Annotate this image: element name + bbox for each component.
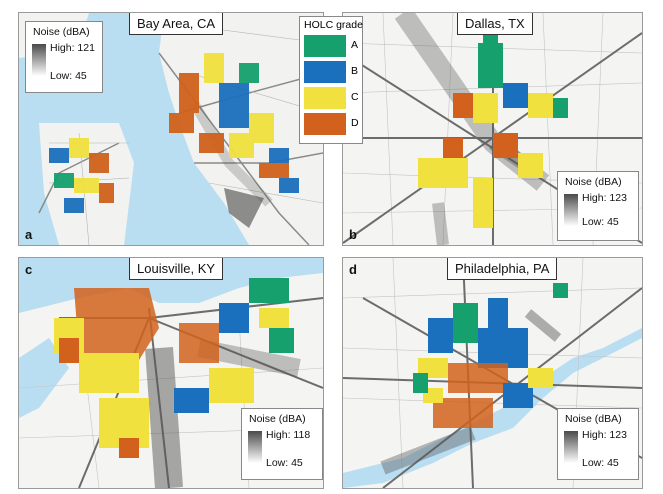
noise-low-label: Low: 45 (50, 70, 87, 82)
legend-label: C (351, 91, 359, 103)
noise-legend-title: Noise (dBA) (565, 176, 622, 188)
legend-item-d: D (304, 113, 360, 135)
legend-label: B (351, 65, 359, 77)
map-panel-bay-area: Bay Area, CA a Noise (dBA) High: 121 Low… (18, 12, 324, 246)
panel-label: d (349, 262, 357, 277)
noise-legend-title: Noise (dBA) (565, 413, 622, 425)
noise-legend-title: Noise (dBA) (249, 413, 306, 425)
noise-low-label: Low: 45 (582, 457, 619, 469)
noise-legend-title: Noise (dBA) (33, 26, 90, 38)
noise-high-label: High: 123 (582, 429, 627, 441)
noise-high-label: High: 118 (266, 429, 311, 441)
noise-legend: Noise (dBA) High: 123 Low: 45 (557, 408, 639, 480)
map-title: Dallas, TX (457, 13, 533, 35)
legend-title: HOLC grade (304, 19, 363, 31)
noise-gradient (32, 44, 46, 76)
map-title: Bay Area, CA (129, 13, 224, 35)
noise-gradient (564, 431, 578, 463)
panel-label: c (25, 262, 33, 277)
noise-gradient (564, 194, 578, 226)
legend-label: A (351, 39, 359, 51)
noise-low-label: Low: 45 (582, 216, 619, 228)
noise-high-label: High: 121 (50, 42, 95, 54)
map-title: Philadelphia, PA (447, 258, 558, 280)
noise-low-label: Low: 45 (266, 457, 303, 469)
legend-item-a: A (304, 35, 360, 57)
legend-item-b: B (304, 61, 360, 83)
legend-label: D (351, 117, 359, 129)
map-title: Louisville, KY (129, 258, 224, 280)
noise-high-label: High: 123 (582, 192, 627, 204)
legend-item-c: C (304, 87, 360, 109)
map-panel-philadelphia: Philadelphia, PA d Noise (dBA) High: 123… (342, 257, 643, 489)
panel-label: a (25, 227, 33, 242)
map-panel-dallas: Dallas, TX b Noise (dBA) High: 123 Low: … (342, 12, 643, 246)
legend-swatch (304, 87, 346, 109)
panel-label: b (349, 227, 357, 242)
map-panel-louisville: Louisville, KY c Noise (dBA) High: 118 L… (18, 257, 324, 489)
holc-grade-legend: HOLC grade A B C D (299, 16, 363, 144)
noise-legend: Noise (dBA) High: 123 Low: 45 (557, 171, 639, 241)
noise-legend: Noise (dBA) High: 121 Low: 45 (25, 21, 103, 93)
legend-swatch (304, 35, 346, 57)
legend-swatch (304, 113, 346, 135)
noise-legend: Noise (dBA) High: 118 Low: 45 (241, 408, 323, 480)
legend-swatch (304, 61, 346, 83)
noise-gradient (248, 431, 262, 463)
bay-area-map (19, 13, 323, 245)
